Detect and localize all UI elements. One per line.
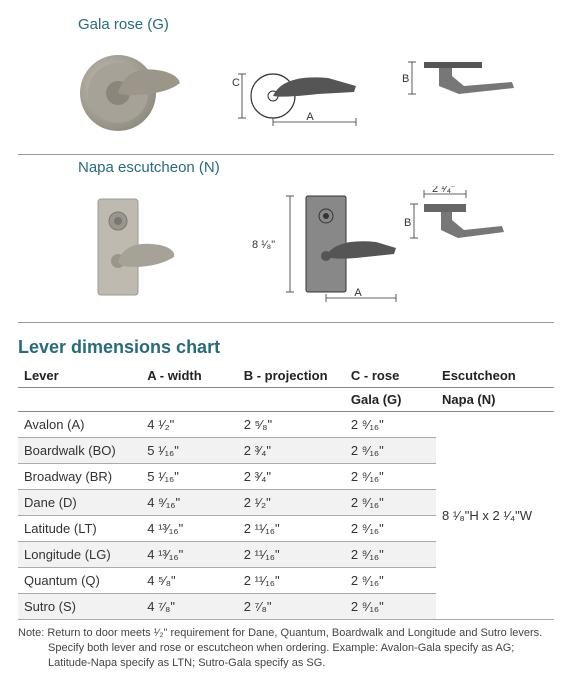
col-c: C - rose	[345, 364, 436, 388]
gala-diagrams: C A B	[208, 56, 554, 126]
napa-diagrams: 8 ¹⁄₈" A 2 ¹⁄₄" B	[208, 186, 554, 306]
cell-c: 2 ⁹⁄₁₆"	[345, 412, 436, 438]
cell-lever: Dane (D)	[18, 490, 141, 516]
dim-napa-a: A	[354, 287, 362, 299]
cell-a: 4 ¹³⁄₁₆"	[141, 516, 237, 542]
col-a: A - width	[141, 364, 237, 388]
cell-lever: Latitude (LT)	[18, 516, 141, 542]
note-line1: Note: Return to door meets ¹⁄₂" requirem…	[18, 626, 554, 641]
col-gala: Gala (G)	[345, 388, 436, 412]
cell-b: 2 ¹¹⁄₁₆"	[238, 568, 345, 594]
napa-product-image	[58, 199, 208, 294]
chart-title: Lever dimensions chart	[18, 337, 554, 358]
col-napa: Napa (N)	[436, 388, 554, 412]
note-line2: Specify both lever and rose or escutcheo…	[18, 641, 554, 671]
cell-a: 4 ⁷⁄₈"	[141, 594, 237, 620]
cell-c: 2 ⁹⁄₁₆"	[345, 568, 436, 594]
col-b: B - projection	[238, 364, 345, 388]
cell-c: 2 ⁹⁄₁₆"	[345, 542, 436, 568]
cell-a: 4 ¹³⁄₁₆"	[141, 542, 237, 568]
cell-b: 2 ³⁄₄"	[238, 438, 345, 464]
cell-b: 2 ⁵⁄₈"	[238, 412, 345, 438]
dim-a-label: A	[306, 111, 314, 123]
divider	[18, 154, 554, 155]
cell-c: 2 ⁹⁄₁₆"	[345, 464, 436, 490]
cell-c: 2 ⁹⁄₁₆"	[345, 438, 436, 464]
napa-section-label: Napa escutcheon (N)	[78, 159, 554, 176]
cell-lever: Sutro (S)	[18, 594, 141, 620]
cell-c: 2 ⁹⁄₁₆"	[345, 594, 436, 620]
escutcheon-value: 8 ¹⁄₈"H x 2 ¹⁄₄"W	[436, 412, 554, 620]
cell-a: 4 ⁹⁄₁₆"	[141, 490, 237, 516]
table-row: Avalon (A)4 ¹⁄₂"2 ⁵⁄₈"2 ⁹⁄₁₆"8 ¹⁄₈"H x 2…	[18, 412, 554, 438]
gala-product-image	[58, 43, 208, 138]
cell-a: 4 ¹⁄₂"	[141, 412, 237, 438]
cell-b: 2 ³⁄₄"	[238, 464, 345, 490]
footnote: Note: Return to door meets ¹⁄₂" requirem…	[18, 626, 554, 671]
cell-a: 5 ¹⁄₁₆"	[141, 464, 237, 490]
cell-lever: Longitude (LG)	[18, 542, 141, 568]
cell-b: 2 ⁷⁄₈"	[238, 594, 345, 620]
dim-b-label: B	[402, 73, 409, 85]
napa-row: 8 ¹⁄₈" A 2 ¹⁄₄" B	[18, 182, 554, 316]
cell-lever: Boardwalk (BO)	[18, 438, 141, 464]
gala-section-label: Gala rose (G)	[78, 16, 554, 33]
cell-lever: Avalon (A)	[18, 412, 141, 438]
cell-a: 5 ¹⁄₁₆"	[141, 438, 237, 464]
divider-2	[18, 322, 554, 323]
cell-lever: Quantum (Q)	[18, 568, 141, 594]
dim-napa-topwidth: 2 ¹⁄₄"	[432, 186, 455, 195]
col-lever: Lever	[18, 364, 141, 388]
cell-b: 2 ¹⁄₂"	[238, 490, 345, 516]
cell-c: 2 ⁹⁄₁₆"	[345, 516, 436, 542]
dim-napa-height: 8 ¹⁄₈"	[252, 239, 275, 251]
gala-row: C A B	[18, 39, 554, 148]
dimensions-table: Lever A - width B - projection C - rose …	[18, 364, 554, 620]
cell-b: 2 ¹¹⁄₁₆"	[238, 516, 345, 542]
dim-napa-b: B	[404, 217, 411, 229]
cell-a: 4 ⁵⁄₈"	[141, 568, 237, 594]
cell-c: 2 ⁹⁄₁₆"	[345, 490, 436, 516]
cell-b: 2 ¹¹⁄₁₆"	[238, 542, 345, 568]
col-esc: Escutcheon	[436, 364, 554, 388]
cell-lever: Broadway (BR)	[18, 464, 141, 490]
dim-c-label: C	[232, 77, 240, 89]
